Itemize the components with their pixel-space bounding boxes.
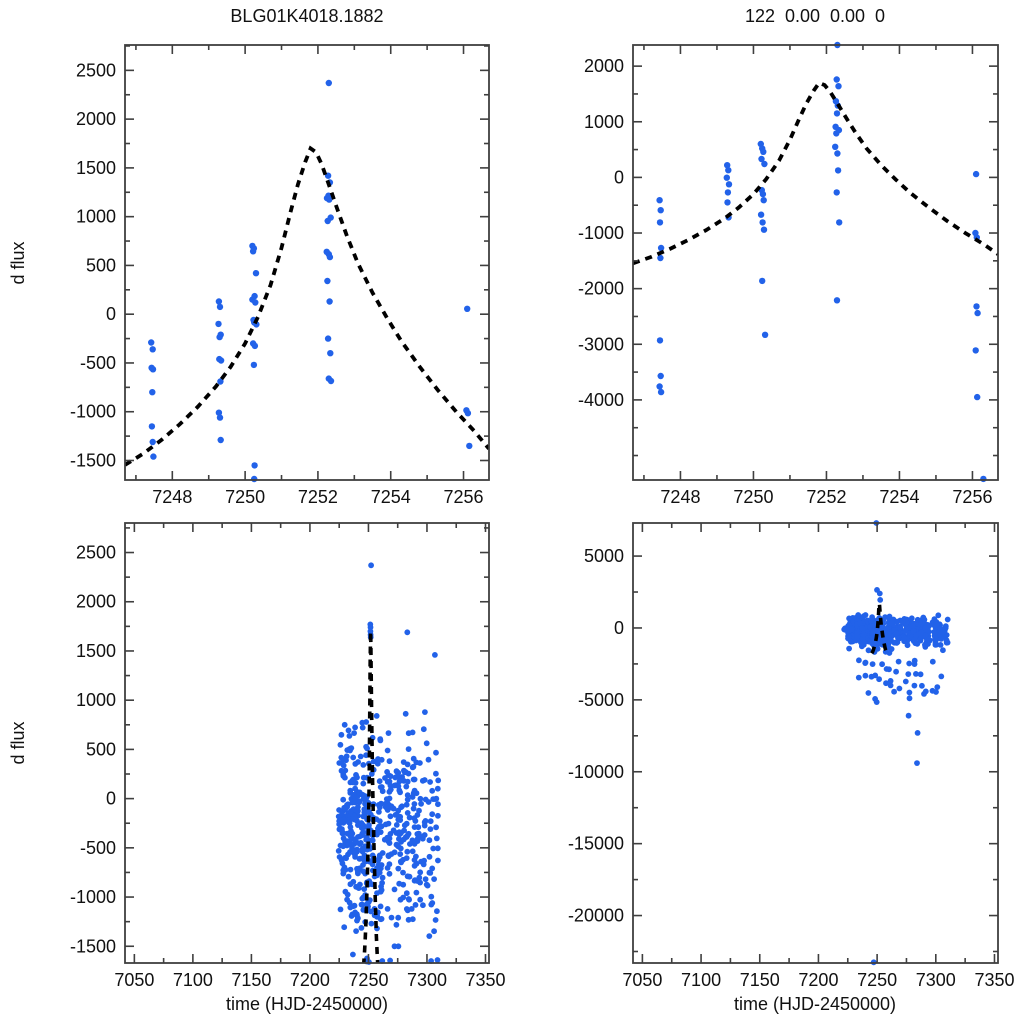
svg-text:7200: 7200 xyxy=(290,970,330,990)
ticks xyxy=(125,523,489,963)
svg-text:7252: 7252 xyxy=(298,487,338,507)
panel-frame xyxy=(124,522,490,964)
svg-text:-500: -500 xyxy=(80,838,116,858)
svg-text:-1500: -1500 xyxy=(70,936,116,956)
tick-labels: 7050 7100 7150 7200 7250 7300 7350 -20000 -15000… xyxy=(568,546,1015,990)
panel-title-right: 122 0.00 0.00 0 xyxy=(745,6,885,26)
svg-text:7248: 7248 xyxy=(660,487,700,507)
svg-text:-15000: -15000 xyxy=(568,834,624,854)
x-axis-label-right: time (HJD-2450000) xyxy=(734,994,896,1014)
svg-text:7256: 7256 xyxy=(952,487,992,507)
svg-text:-4000: -4000 xyxy=(578,390,624,410)
svg-text:7256: 7256 xyxy=(443,487,483,507)
svg-text:1000: 1000 xyxy=(584,112,624,132)
tick-labels: 7050 7100 7150 7200 7250 7300 7350 -1500 -1000 -5… xyxy=(70,543,506,990)
svg-text:7050: 7050 xyxy=(114,970,154,990)
panel-bottom-left: 7050 7100 7150 7200 7250 7300 7350 -1500 -1000 -5… xyxy=(70,522,506,990)
svg-text:0: 0 xyxy=(614,618,624,638)
svg-text:-1000: -1000 xyxy=(578,223,624,243)
panel-top-left: 7248 7250 7252 7254 7256 -1500 -1000 -500 0 500 10… xyxy=(70,44,490,507)
svg-text:2500: 2500 xyxy=(76,60,116,80)
svg-text:7250: 7250 xyxy=(225,487,265,507)
x-axis-label-left: time (HJD-2450000) xyxy=(226,994,388,1014)
tick-labels: 7248 7250 7252 7254 7256 -4000 -3000 -2000 -1000… xyxy=(578,56,993,507)
svg-text:7350: 7350 xyxy=(974,970,1014,990)
tick-labels: 7248 7250 7252 7254 7256 -1500 -1000 -500 0 500 10… xyxy=(70,60,484,507)
svg-text:-1000: -1000 xyxy=(70,402,116,422)
svg-text:1000: 1000 xyxy=(76,690,116,710)
svg-text:7250: 7250 xyxy=(733,487,773,507)
svg-text:5000: 5000 xyxy=(584,546,624,566)
svg-text:7254: 7254 xyxy=(879,487,919,507)
svg-text:1000: 1000 xyxy=(76,207,116,227)
svg-text:-10000: -10000 xyxy=(568,762,624,782)
y-axis-label-top: d flux xyxy=(8,241,28,284)
svg-text:7254: 7254 xyxy=(371,487,411,507)
svg-text:0: 0 xyxy=(106,304,116,324)
svg-text:0: 0 xyxy=(106,789,116,809)
model-curve xyxy=(361,631,380,963)
svg-text:-2000: -2000 xyxy=(578,279,624,299)
panel-title-left: BLG01K4018.1882 xyxy=(230,6,383,26)
panel-frame xyxy=(124,44,490,481)
svg-text:-1500: -1500 xyxy=(70,450,116,470)
svg-text:2000: 2000 xyxy=(584,56,624,76)
panel-frame xyxy=(632,44,999,481)
ticks xyxy=(633,523,998,963)
data-points xyxy=(335,562,442,965)
svg-text:7350: 7350 xyxy=(465,970,505,990)
svg-text:500: 500 xyxy=(86,255,116,275)
y-axis-label-bottom: d flux xyxy=(8,721,28,764)
panel-frame xyxy=(632,522,999,964)
svg-text:-20000: -20000 xyxy=(568,906,624,926)
svg-text:7100: 7100 xyxy=(173,970,213,990)
svg-text:7300: 7300 xyxy=(916,970,956,990)
panel-top-right: 7248 7250 7252 7254 7256 -4000 -3000 -2000 -1000… xyxy=(578,41,999,507)
svg-text:7050: 7050 xyxy=(622,970,662,990)
ticks xyxy=(633,45,998,480)
svg-text:-5000: -5000 xyxy=(578,690,624,710)
svg-text:2000: 2000 xyxy=(76,109,116,129)
data-points xyxy=(656,41,987,483)
svg-text:7250: 7250 xyxy=(857,970,897,990)
model-curve xyxy=(633,80,998,266)
svg-text:7248: 7248 xyxy=(152,487,192,507)
model-curve xyxy=(870,602,888,655)
svg-text:0: 0 xyxy=(614,167,624,187)
panel-bottom-right: 7050 7100 7150 7200 7250 7300 7350 -20000 -15000… xyxy=(568,520,1015,990)
svg-text:7100: 7100 xyxy=(681,970,721,990)
svg-text:500: 500 xyxy=(86,739,116,759)
data-points xyxy=(841,520,951,966)
data-points xyxy=(148,79,473,483)
svg-text:-1000: -1000 xyxy=(70,887,116,907)
svg-text:2000: 2000 xyxy=(76,592,116,612)
svg-text:7150: 7150 xyxy=(740,970,780,990)
svg-text:7250: 7250 xyxy=(348,970,388,990)
svg-text:7300: 7300 xyxy=(407,970,447,990)
svg-text:1500: 1500 xyxy=(76,641,116,661)
svg-text:2500: 2500 xyxy=(76,543,116,563)
svg-text:7252: 7252 xyxy=(806,487,846,507)
svg-text:-500: -500 xyxy=(80,353,116,373)
svg-text:-3000: -3000 xyxy=(578,334,624,354)
ticks xyxy=(125,45,489,480)
model-curve xyxy=(125,145,489,467)
svg-text:7200: 7200 xyxy=(798,970,838,990)
panels-group: 7248 7250 7252 7254 7256-1500-1000-500050010… xyxy=(70,41,1015,990)
svg-text:1500: 1500 xyxy=(76,158,116,178)
svg-text:7150: 7150 xyxy=(231,970,271,990)
